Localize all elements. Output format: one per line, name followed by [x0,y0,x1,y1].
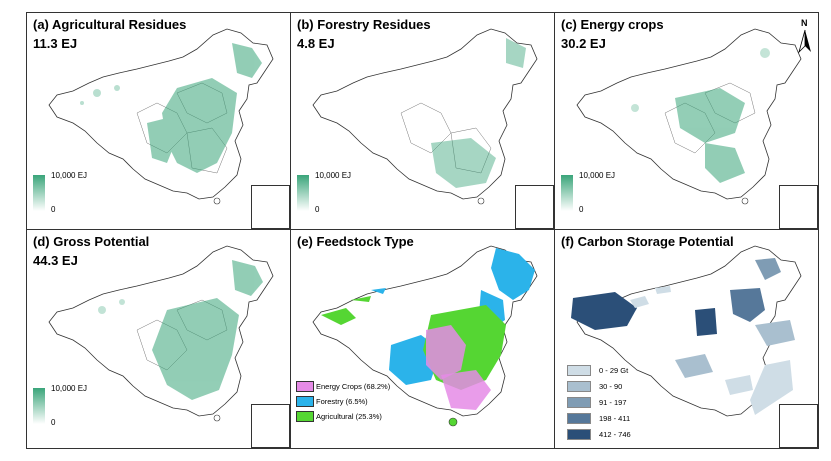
china-map-agricultural [48,28,274,205]
panel-total: 4.8 EJ [297,36,335,51]
panel-feedstock-type: (e) Feedstock Type Energy Crops (68.2%) … [290,229,555,449]
panel-title: (e) Feedstock Type [297,234,414,249]
legend-label: 412 - 746 [599,429,631,439]
legend-swatch [296,381,314,392]
feedstock-legend: Energy Crops (68.2%) Forestry (6.5%) Agr… [296,379,390,424]
panel-title: (d) Gross Potential [33,234,150,249]
panel-title: (c) Energy crops [561,17,664,32]
panel-gross-potential: (d) Gross Potential 44.3 EJ 10,000 EJ 0 [26,229,291,449]
scale-gradient [561,175,573,211]
south-china-sea-inset [515,185,554,229]
legend-swatch [567,396,591,408]
legend-item-energy-crops: Energy Crops (68.2%) [296,379,390,394]
panel-total: 11.3 EJ [33,36,78,51]
china-map-feedstock [312,245,538,427]
legend-item-forestry: Forestry (6.5%) [296,394,390,409]
legend-label: 0 - 29 Gt [599,365,629,375]
scale-gradient [33,175,45,211]
china-map-gross [48,245,274,422]
legend-swatch [296,411,314,422]
china-map-energy-crops [576,28,802,205]
scale-min-label: 0 [579,205,584,214]
north-label: N [801,18,808,28]
scale-max-label: 10,000 EJ [51,171,88,180]
legend-swatch [567,412,591,424]
legend-swatch [567,364,591,376]
south-china-sea-inset [251,404,290,448]
panel-title: (a) Agricultural Residues [33,17,187,32]
legend-item: 412 - 746 [567,426,631,442]
scale-max-label: 10,000 EJ [51,384,88,393]
panel-title: (b) Forestry Residues [297,17,431,32]
north-arrow: N [797,18,813,54]
legend-item: 198 - 411 [567,410,631,426]
scale-gradient [297,175,309,211]
scale-gradient [33,388,45,424]
legend-label: 30 - 90 [599,381,623,391]
scale-min-label: 0 [315,205,320,214]
south-china-sea-inset [779,404,818,448]
legend-item: 30 - 90 [567,378,631,394]
scale-max-label: 10,000 EJ [315,171,352,180]
legend-label: Agricultural (25.3%) [316,412,382,421]
scale-max-label: 10,000 EJ [579,171,616,180]
north-arrow-icon [798,29,811,54]
panel-total: 44.3 EJ [33,253,78,268]
legend-swatch [567,380,591,392]
china-map-forestry [312,28,538,205]
panel-energy-crops: (c) Energy crops 30.2 EJ N 10,000 EJ 0 [554,12,819,230]
panel-total: 30.2 EJ [561,36,606,51]
legend-swatch [296,396,314,407]
legend-label: Energy Crops (68.2%) [316,382,391,391]
legend-item: 91 - 197 [567,394,631,410]
legend-item: 0 - 29 Gt [567,362,631,378]
legend-swatch [567,428,591,440]
legend-item-agricultural: Agricultural (25.3%) [296,409,390,424]
legend-label: Forestry (6.5%) [316,397,368,406]
china-map-carbon-storage [571,245,802,417]
south-china-sea-inset [251,185,290,229]
carbon-legend: 0 - 29 Gt 30 - 90 91 - 197 198 - 411 412… [567,362,631,442]
scale-min-label: 0 [51,418,56,427]
panel-title: (f) Carbon Storage Potential [561,234,734,249]
panel-agricultural-residues: (a) Agricultural Residues 11.3 EJ 10,000… [26,12,291,230]
south-china-sea-inset [779,185,818,229]
legend-label: 91 - 197 [599,397,627,407]
panel-carbon-storage: (f) Carbon Storage Potential 0 - 29 Gt 3… [554,229,819,449]
legend-label: 198 - 411 [599,413,631,423]
scale-min-label: 0 [51,205,56,214]
panel-forestry-residues: (b) Forestry Residues 4.8 EJ 10,000 EJ 0 [290,12,555,230]
